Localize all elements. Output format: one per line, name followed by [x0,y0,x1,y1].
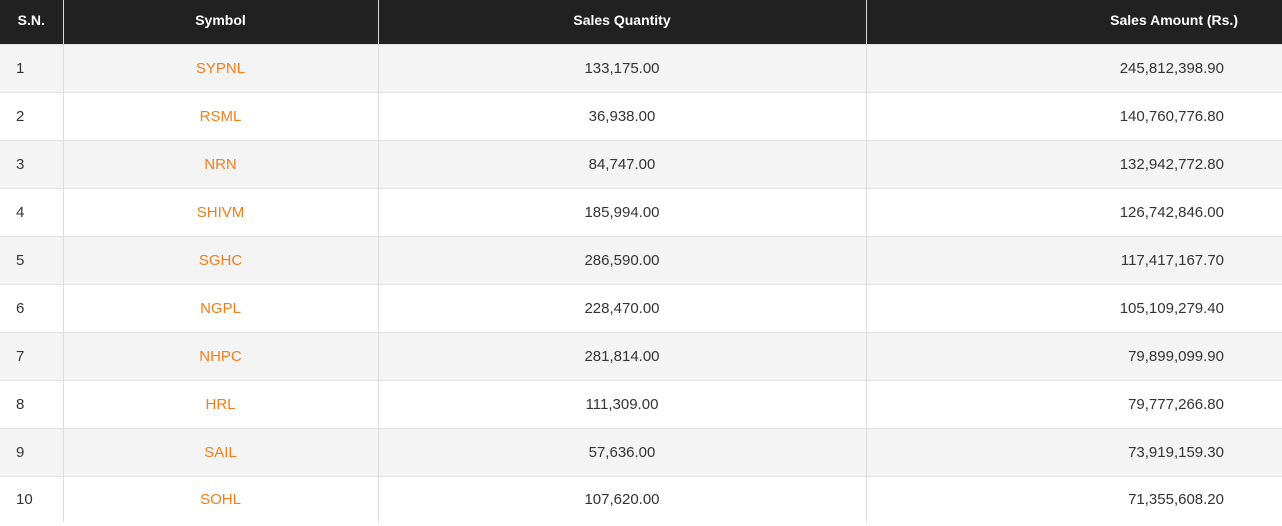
table-body: 1 SYPNL 133,175.00 245,812,398.90 2 RSML… [0,43,1282,522]
cell-sales-quantity: 36,938.00 [377,91,866,140]
cell-symbol: NRN [62,139,378,188]
table-row: 5 SGHC 286,590.00 117,417,167.70 [0,235,1282,284]
cell-sales-quantity: 286,590.00 [377,235,866,284]
cell-sales-quantity: 281,814.00 [377,331,866,380]
symbol-link[interactable]: RSML [199,107,242,125]
cell-symbol: HRL [62,379,378,428]
symbol-link[interactable]: NRN [204,155,237,173]
cell-sales-amount: 245,812,398.90 [865,43,1282,92]
table-row: 8 HRL 111,309.00 79,777,266.80 [0,379,1282,428]
cell-sn: 2 [0,91,63,140]
table-row: 2 RSML 36,938.00 140,760,776.80 [0,91,1282,140]
cell-symbol: SOHL [62,475,378,522]
table-row: 3 NRN 84,747.00 132,942,772.80 [0,139,1282,188]
cell-sn: 8 [0,379,63,428]
header-sn: S.N. [0,0,63,44]
symbol-link[interactable]: SAIL [204,443,237,461]
cell-sales-amount: 73,919,159.30 [865,427,1282,476]
table-row: 6 NGPL 228,470.00 105,109,279.40 [0,283,1282,332]
cell-symbol: SGHC [62,235,378,284]
header-row: S.N. Symbol Sales Quantity Sales Amount … [0,0,1282,44]
symbol-link[interactable]: HRL [205,395,236,413]
symbol-link[interactable]: NHPC [199,347,242,365]
cell-sales-amount: 117,417,167.70 [865,235,1282,284]
symbol-link[interactable]: NGPL [200,299,241,317]
symbol-link[interactable]: SOHL [200,490,241,508]
cell-sn: 6 [0,283,63,332]
cell-sn: 3 [0,139,63,188]
table-row: 9 SAIL 57,636.00 73,919,159.30 [0,427,1282,476]
cell-sn: 7 [0,331,63,380]
cell-sn: 5 [0,235,63,284]
symbol-link[interactable]: SHIVM [196,203,245,221]
cell-sales-quantity: 133,175.00 [377,43,866,92]
cell-sales-quantity: 185,994.00 [377,187,866,236]
cell-sales-amount: 79,777,266.80 [865,379,1282,428]
header-symbol: Symbol [62,0,378,44]
table-row: 4 SHIVM 185,994.00 126,742,846.00 [0,187,1282,236]
cell-sales-quantity: 84,747.00 [377,139,866,188]
cell-sales-amount: 71,355,608.20 [865,475,1282,522]
cell-symbol: SAIL [62,427,378,476]
cell-sales-amount: 140,760,776.80 [865,91,1282,140]
cell-sn: 10 [0,475,63,522]
cell-symbol: NHPC [62,331,378,380]
cell-symbol: RSML [62,91,378,140]
cell-sn: 4 [0,187,63,236]
cell-sn: 1 [0,43,63,92]
table-row: 10 SOHL 107,620.00 71,355,608.20 [0,475,1282,522]
header-sales-quantity: Sales Quantity [377,0,866,44]
cell-symbol: SHIVM [62,187,378,236]
table-row: 1 SYPNL 133,175.00 245,812,398.90 [0,43,1282,92]
cell-sales-quantity: 107,620.00 [377,475,866,522]
table-header: S.N. Symbol Sales Quantity Sales Amount … [0,0,1282,44]
symbol-link[interactable]: SGHC [198,251,243,269]
cell-sales-amount: 132,942,772.80 [865,139,1282,188]
cell-sn: 9 [0,427,63,476]
cell-sales-amount: 126,742,846.00 [865,187,1282,236]
cell-sales-amount: 79,899,099.90 [865,331,1282,380]
cell-symbol: SYPNL [62,43,378,92]
header-sales-amount: Sales Amount (Rs.) [865,0,1282,44]
symbol-link[interactable]: SYPNL [195,59,246,77]
table-row: 7 NHPC 281,814.00 79,899,099.90 [0,331,1282,380]
cell-symbol: NGPL [62,283,378,332]
cell-sales-quantity: 111,309.00 [377,379,866,428]
cell-sales-amount: 105,109,279.40 [865,283,1282,332]
cell-sales-quantity: 57,636.00 [377,427,866,476]
cell-sales-quantity: 228,470.00 [377,283,866,332]
